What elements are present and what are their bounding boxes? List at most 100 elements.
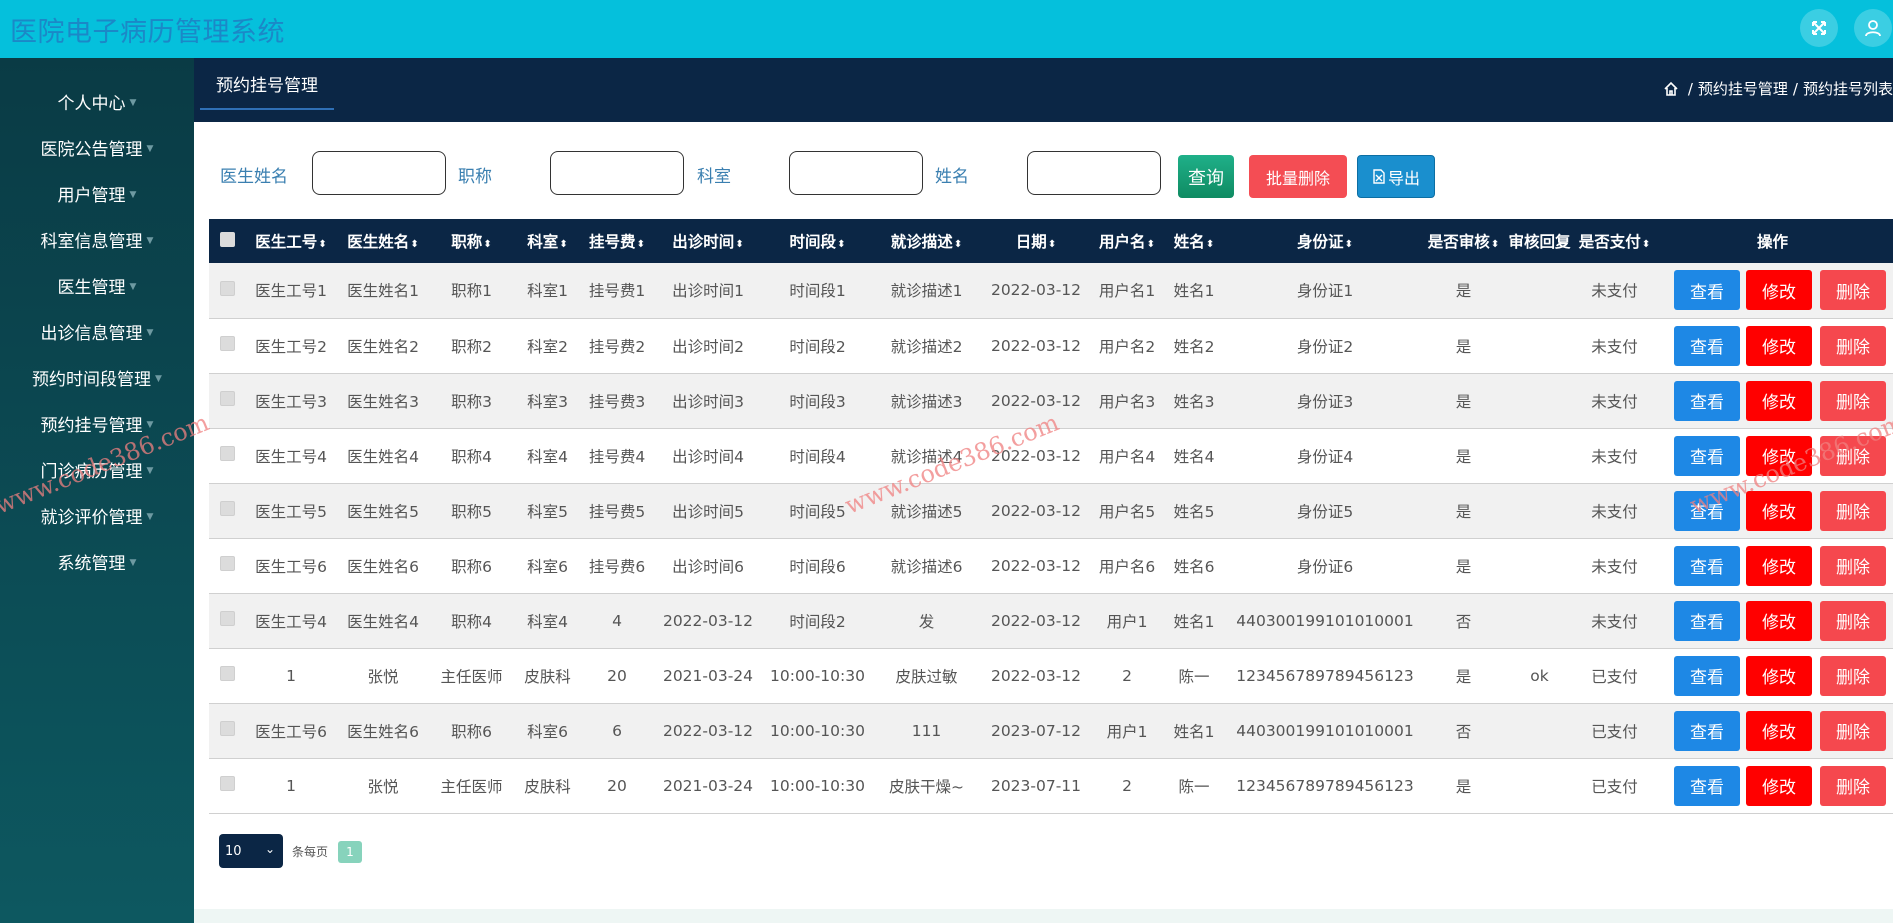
delete-button[interactable]: 删除	[1820, 600, 1886, 641]
delete-button[interactable]: 删除	[1820, 380, 1886, 421]
column-header[interactable]: 是否审核⬍	[1427, 233, 1500, 251]
view-button[interactable]: 查看	[1674, 655, 1740, 696]
row-checkbox[interactable]	[219, 556, 235, 571]
sidebar-item-announcements[interactable]: 医院公告管理 ▼	[0, 124, 194, 170]
view-button[interactable]: 查看	[1674, 710, 1740, 751]
department-input[interactable]	[789, 151, 923, 195]
edit-button[interactable]: 修改	[1746, 710, 1812, 751]
app-title: 医院电子病历管理系统	[10, 17, 285, 48]
table-cell: 是	[1455, 447, 1472, 466]
chevron-down-icon: ⌄	[264, 842, 275, 856]
query-button[interactable]: 查询	[1178, 155, 1234, 198]
edit-button[interactable]: 修改	[1746, 600, 1812, 641]
view-button[interactable]: 查看	[1674, 600, 1740, 641]
column-header[interactable]: 身份证⬍	[1297, 233, 1353, 251]
doctor-name-input[interactable]	[312, 151, 446, 195]
delete-button[interactable]: 删除	[1820, 325, 1886, 366]
tab-appointments[interactable]: 预约挂号管理	[200, 58, 334, 110]
delete-button[interactable]: 删除	[1820, 655, 1886, 696]
table-cell: 张悦	[367, 777, 399, 796]
table-cell: 2022-03-12	[662, 721, 754, 740]
page-size-select[interactable]: 10 ⌄	[219, 834, 283, 868]
row-checkbox[interactable]	[219, 776, 235, 791]
page-number-button[interactable]: 1	[338, 841, 362, 863]
edit-button[interactable]: 修改	[1746, 765, 1812, 806]
table-cell: 姓名4	[1173, 447, 1215, 466]
table-cell: 已支付	[1591, 777, 1638, 796]
column-header[interactable]: 日期⬍	[1015, 233, 1057, 251]
edit-button[interactable]: 修改	[1746, 380, 1812, 421]
sidebar-item-reviews[interactable]: 就诊评价管理 ▼	[0, 492, 194, 538]
view-button[interactable]: 查看	[1674, 490, 1740, 531]
delete-button[interactable]: 删除	[1820, 270, 1886, 311]
sidebar-item-appointments[interactable]: 预约挂号管理 ▼	[0, 400, 194, 446]
column-header[interactable]: 挂号费⬍	[589, 233, 645, 251]
edit-button[interactable]: 修改	[1746, 435, 1812, 476]
table-cell: 2022-03-12	[990, 556, 1082, 575]
sidebar-item-departments[interactable]: 科室信息管理 ▼	[0, 216, 194, 262]
edit-button[interactable]: 修改	[1746, 490, 1812, 531]
table-cell: 皮肤科	[524, 667, 571, 686]
view-button[interactable]: 查看	[1674, 270, 1740, 311]
table-cell: 身份证2	[1296, 337, 1354, 356]
column-header[interactable]: 就诊描述⬍	[890, 233, 963, 251]
edit-button[interactable]: 修改	[1746, 545, 1812, 586]
column-header[interactable]: 姓名⬍	[1173, 233, 1215, 251]
breadcrumb-separator: /	[1792, 79, 1798, 98]
sidebar-item-system[interactable]: 系统管理 ▼	[0, 538, 194, 584]
export-button[interactable]: 导出	[1357, 155, 1435, 198]
table-cell: 未支付	[1591, 502, 1638, 521]
table-cell: 是	[1455, 282, 1472, 301]
user-icon[interactable]	[1854, 9, 1892, 47]
sidebar-item-timeslots[interactable]: 预约时间段管理 ▼	[0, 354, 194, 400]
row-checkbox[interactable]	[219, 666, 235, 681]
column-header[interactable]: 医生姓名⬍	[347, 233, 419, 251]
column-header[interactable]: 科室⬍	[527, 233, 568, 251]
view-button[interactable]: 查看	[1674, 435, 1740, 476]
row-checkbox[interactable]	[219, 280, 235, 296]
sidebar-item-label: 科室信息管理	[40, 231, 143, 252]
edit-button[interactable]: 修改	[1746, 270, 1812, 311]
delete-button[interactable]: 删除	[1820, 490, 1886, 531]
select-all-checkbox[interactable]	[219, 231, 235, 247]
view-button[interactable]: 查看	[1674, 545, 1740, 586]
table-cell: 医生工号4	[255, 447, 327, 466]
column-header[interactable]: 医生工号⬍	[255, 233, 327, 251]
batch-delete-button[interactable]: 批量删除	[1249, 155, 1347, 198]
sidebar-item-users[interactable]: 用户管理 ▼	[0, 170, 194, 216]
table-cell: 医生姓名1	[347, 282, 419, 301]
title-input[interactable]	[550, 151, 684, 195]
delete-button[interactable]: 删除	[1820, 435, 1886, 476]
delete-button[interactable]: 删除	[1820, 765, 1886, 806]
fullscreen-icon[interactable]	[1800, 9, 1838, 47]
column-header[interactable]: 用户名⬍	[1099, 233, 1155, 251]
delete-button[interactable]: 删除	[1820, 710, 1886, 751]
row-checkbox[interactable]	[219, 336, 235, 351]
delete-button[interactable]: 删除	[1820, 545, 1886, 586]
sidebar-item-visits[interactable]: 出诊信息管理 ▼	[0, 308, 194, 354]
sidebar-item-doctors[interactable]: 医生管理 ▼	[0, 262, 194, 308]
column-header[interactable]: 职称⬍	[451, 233, 492, 251]
row-checkbox[interactable]	[219, 446, 235, 461]
title-label: 职称	[458, 167, 492, 187]
name-input[interactable]	[1027, 151, 1161, 195]
sidebar-item-records[interactable]: 门诊病历管理 ▼	[0, 446, 194, 492]
column-header[interactable]: 是否支付⬍	[1578, 233, 1651, 251]
sidebar-item-personal-center[interactable]: 个人中心 ▼	[0, 78, 194, 124]
row-checkbox[interactable]	[219, 721, 235, 736]
column-header[interactable]: 出诊时间⬍	[672, 233, 744, 251]
edit-button[interactable]: 修改	[1746, 325, 1812, 366]
row-checkbox[interactable]	[219, 611, 235, 626]
table-cell: 用户名6	[1098, 557, 1156, 576]
edit-button[interactable]: 修改	[1746, 655, 1812, 696]
breadcrumb-item[interactable]: 预约挂号管理	[1697, 80, 1788, 98]
table-row: 医生工号5 医生姓名5 职称5 科室5 挂号费5 出诊时间5 时间段5 就诊描述5 2022-0…	[209, 483, 1893, 538]
table-cell: 陈一	[1178, 667, 1210, 686]
row-checkbox[interactable]	[219, 391, 235, 406]
view-button[interactable]: 查看	[1674, 765, 1740, 806]
home-icon[interactable]	[1663, 81, 1679, 97]
column-header[interactable]: 时间段⬍	[789, 233, 846, 251]
row-checkbox[interactable]	[219, 501, 235, 516]
view-button[interactable]: 查看	[1674, 325, 1740, 366]
view-button[interactable]: 查看	[1674, 380, 1740, 421]
